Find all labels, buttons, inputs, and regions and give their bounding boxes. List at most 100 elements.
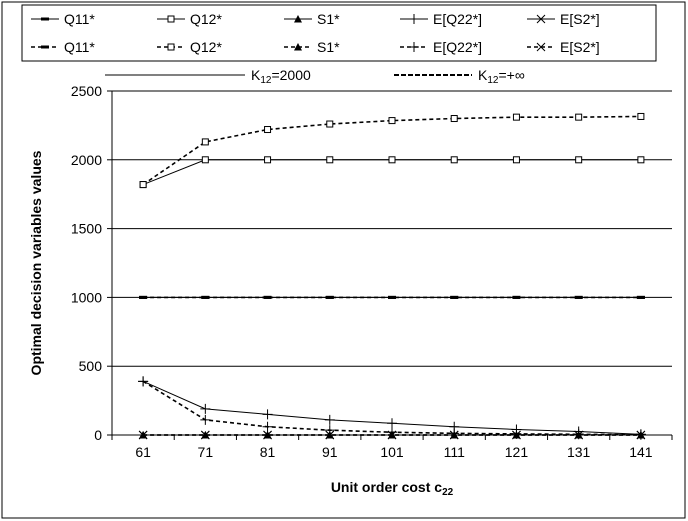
data-point [636,430,646,440]
data-point [388,117,396,125]
data-point [512,113,520,121]
y-tick-label: 1000 [71,289,102,305]
data-point [200,414,211,425]
series-6 [139,112,645,189]
legend-label: S1* [317,39,340,55]
legend-entry: Q11* [31,11,95,27]
series-8 [138,376,646,440]
legend-label: Q12* [190,11,222,27]
legend-marker [536,42,546,52]
legend-marker [294,43,302,51]
legend-entry: Q12* [157,39,222,55]
data-point [575,113,583,121]
data-point [511,428,522,439]
data-point [324,414,335,425]
legend-marker [167,43,175,51]
x-axis-title-sub: 22 [442,487,454,498]
data-point [326,156,334,164]
data-point [138,430,148,440]
legend-marker [294,15,302,23]
legend-label: E[Q22*] [433,39,482,55]
y-tick-label: 1500 [71,221,102,237]
legend-label: Q12* [190,39,222,55]
data-point [512,430,521,440]
legend-marker [167,15,175,23]
legend-entry: E[S2*] [527,11,600,27]
data-point [449,428,460,439]
data-point [262,421,273,432]
x-tick-label: 71 [198,444,214,460]
legend-entry: S1* [284,39,340,55]
data-point [575,156,583,164]
x-axis-title-main: Unit order cost c [331,479,442,495]
x-axis-title: Unit order cost c22 [331,479,454,498]
y-tick-label: 0 [94,427,102,443]
legend-entry: E[S2*] [527,39,600,55]
scenario-legend-entry: K12=2000 [105,67,311,86]
data-point [388,295,396,299]
legend-label: Q11* [64,39,95,55]
series [138,112,646,440]
data-point [263,295,272,299]
data-point [325,430,335,440]
legend-marker [41,17,49,21]
legend-entry: S1* [284,11,340,27]
scenario-label: K12=2000 [251,67,311,86]
data-point [512,295,521,299]
x-tick-label: 61 [135,444,151,460]
data-point [139,181,147,189]
x-tick-label: 111 [444,444,465,460]
x-tick-label: 131 [567,444,591,460]
data-point [326,120,334,128]
y-tick-label: 2500 [71,83,102,99]
data-point [201,295,210,299]
y-axis-title: Optimal decision variables values [28,150,44,375]
scenario-label: K12=+∞ [478,67,525,86]
x-tick-label: 91 [322,444,338,460]
data-point [324,425,335,436]
legend-label: S1* [317,11,340,27]
legend-label: E[S2*] [560,11,600,27]
legend-marker [409,42,419,52]
data-point [449,430,459,440]
legend-label: Q11* [64,11,95,27]
scenario-legend-entry: K12=+∞ [394,67,525,86]
legend-marker [41,45,49,49]
x-tick-label: 101 [380,444,404,460]
data-point [201,138,209,146]
data-point [574,295,583,299]
data-point [201,156,209,164]
x-tick-label: 121 [505,444,529,460]
axes: 0 500 1000 1500 2000 2500 61 71 81 91 101 111 121 131… [71,83,673,460]
y-tick-label: 2000 [71,152,102,168]
legend-label: E[Q22*] [433,11,482,27]
y-tick-label: 500 [79,358,103,374]
scenario-legend: K12=2000 K12=+∞ [105,67,525,86]
data-point [325,295,334,299]
legend-marker [536,14,546,24]
data-point [200,430,210,440]
legend-marker [409,14,419,24]
data-point [450,115,458,123]
series-9 [138,430,646,440]
legend-entry: E[Q22*] [400,11,482,27]
data-point [138,376,149,387]
data-point [387,430,397,440]
data-point [637,112,645,120]
data-point [574,430,584,440]
data-point [139,295,148,299]
data-point [262,409,273,420]
legend-label: E[S2*] [560,39,600,55]
data-point [636,295,645,299]
x-tick-label: 141 [629,444,653,460]
legend-entry: Q11* [31,39,95,55]
data-point [264,126,272,134]
legend: Q11* Q12* S1* E[Q22*] E[S2*] Q11* Q12* S1* E[Q22… [31,11,600,55]
data-point [512,156,520,164]
data-point [388,156,396,164]
data-point [264,156,272,164]
data-point [387,418,397,429]
